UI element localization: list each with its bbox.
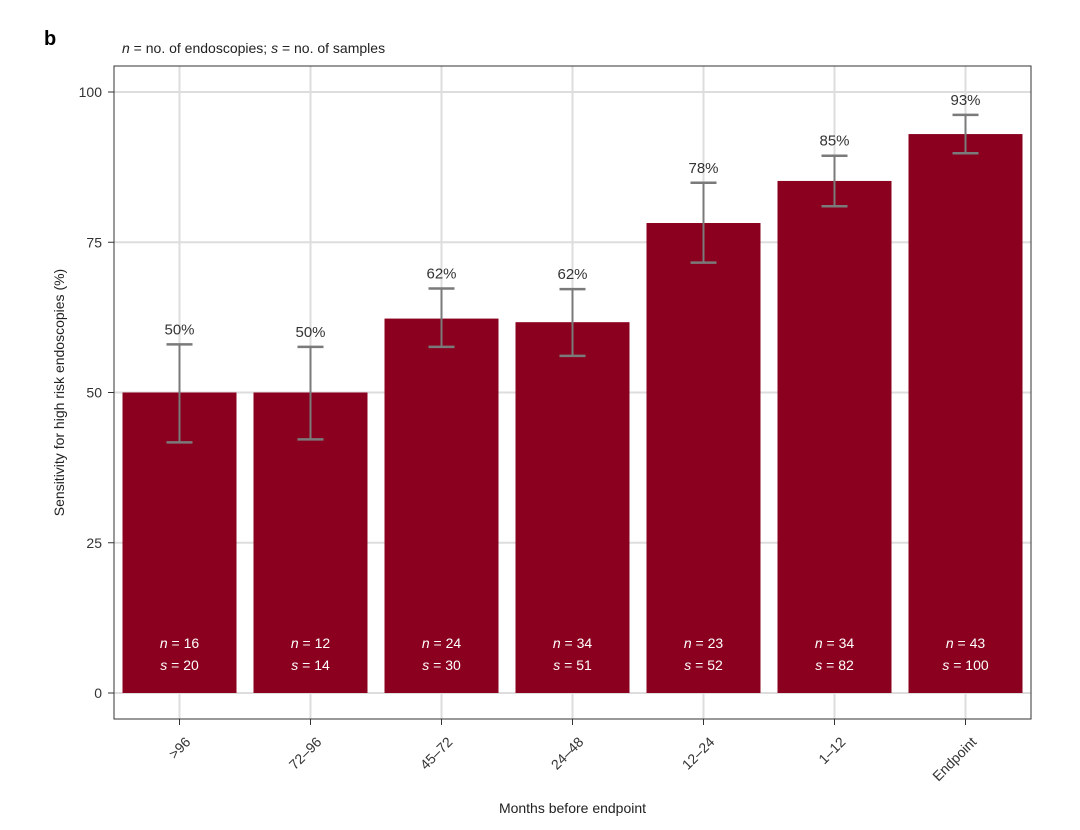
x-tick-label: 1–12 [815, 734, 848, 767]
bar [384, 318, 499, 693]
x-axis-title: Months before endpoint [499, 800, 646, 816]
bar-n-label: n = 43 [946, 635, 986, 651]
y-tick-label: 100 [79, 84, 103, 100]
n-value: = 24 [430, 635, 462, 651]
n-value: = 43 [954, 635, 986, 651]
x-tick-label: Endpoint [929, 734, 979, 784]
s-symbol: s [815, 657, 822, 673]
s-value: = 14 [298, 657, 330, 673]
bar-n-label: n = 34 [815, 635, 855, 651]
n-symbol: n [684, 635, 692, 651]
x-tick-label: 72–96 [286, 734, 325, 773]
note-n-text: = no. of endoscopies; [130, 40, 271, 56]
s-value: = 30 [429, 657, 461, 673]
note-s-symbol: s [271, 40, 278, 56]
x-tick-label: 45–72 [417, 734, 456, 773]
n-symbol: n [815, 635, 823, 651]
s-symbol: s [942, 657, 949, 673]
bar-n-label: n = 24 [422, 635, 462, 651]
bar-s-label: s = 52 [684, 657, 723, 673]
bar-n-label: n = 23 [684, 635, 724, 651]
bar [908, 134, 1023, 693]
s-value: = 100 [949, 657, 989, 673]
bar [777, 180, 892, 693]
n-symbol: n [422, 635, 430, 651]
s-symbol: s [553, 657, 560, 673]
s-value: = 20 [167, 657, 199, 673]
value-label: 50% [295, 324, 325, 341]
n-value: = 34 [561, 635, 593, 651]
value-label: 62% [426, 266, 456, 283]
s-value: = 51 [560, 657, 592, 673]
n-value: = 16 [168, 635, 200, 651]
chart-note: n = no. of endoscopies; s = no. of sampl… [122, 40, 385, 56]
value-label: 93% [950, 92, 980, 109]
value-label: 78% [688, 160, 718, 177]
x-tick-label: >96 [165, 734, 193, 762]
y-axis-title: Sensitivity for high risk endoscopies (%… [51, 269, 67, 516]
panel-label: b [44, 28, 56, 50]
note-n-symbol: n [122, 40, 130, 56]
bar [515, 322, 630, 693]
y-tick-label: 0 [94, 685, 102, 701]
bar [646, 223, 761, 693]
x-tick-label: 12–24 [679, 734, 718, 773]
n-value: = 34 [823, 635, 855, 651]
note-s-text: = no. of samples [278, 40, 385, 56]
bar-n-label: n = 12 [291, 635, 331, 651]
x-tick-label: 24–48 [548, 734, 587, 773]
s-symbol: s [291, 657, 298, 673]
s-symbol: s [684, 657, 691, 673]
bar-n-label: n = 16 [160, 635, 200, 651]
bar-n-label: n = 34 [553, 635, 593, 651]
s-symbol: s [160, 657, 167, 673]
value-label: 85% [819, 133, 849, 150]
bar-s-label: s = 30 [422, 657, 461, 673]
value-label: 50% [164, 321, 194, 338]
y-tick-label: 75 [86, 234, 102, 250]
bar [253, 392, 368, 693]
bars [122, 134, 1023, 693]
error-bars [166, 113, 979, 444]
s-symbol: s [422, 657, 429, 673]
bar-s-label: s = 20 [160, 657, 199, 673]
s-value: = 52 [691, 657, 723, 673]
y-tick-label: 50 [86, 385, 102, 401]
s-value: = 82 [822, 657, 854, 673]
n-value: = 12 [299, 635, 331, 651]
y-tick-label: 25 [86, 535, 102, 551]
value-label: 62% [557, 266, 587, 283]
n-symbol: n [160, 635, 168, 651]
bar-s-label: s = 51 [553, 657, 592, 673]
n-symbol: n [946, 635, 954, 651]
bar-s-label: s = 100 [942, 657, 989, 673]
n-symbol: n [553, 635, 561, 651]
n-symbol: n [291, 635, 299, 651]
bar-s-label: s = 82 [815, 657, 854, 673]
bar-s-label: s = 14 [291, 657, 330, 673]
n-value: = 23 [692, 635, 724, 651]
